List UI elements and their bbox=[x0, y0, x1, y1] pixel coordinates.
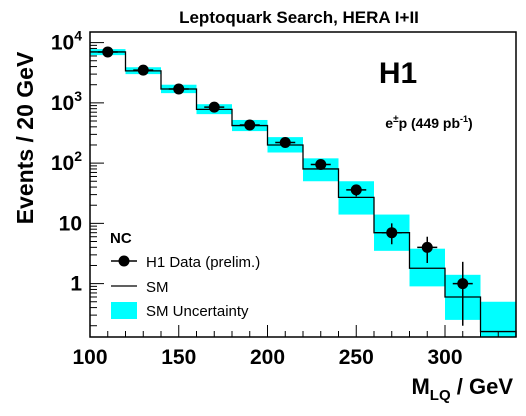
legend-header: NC bbox=[110, 230, 132, 247]
data-point bbox=[279, 136, 291, 148]
legend-label-sm-uncertainty: SM Uncertainty bbox=[146, 303, 249, 320]
x-axis-ticks: 100 150 200 250 300 bbox=[72, 325, 517, 369]
sm-histogram bbox=[90, 51, 517, 337]
legend-entry-data: H1 Data (prelim.) bbox=[111, 254, 260, 271]
data-point bbox=[173, 83, 185, 95]
x-tick-label: 200 bbox=[250, 346, 285, 369]
y-tick-label: 1 bbox=[70, 273, 82, 296]
x-tick-label: 300 bbox=[427, 346, 462, 369]
data-point bbox=[421, 241, 433, 253]
x-axis-label: MLQ / GeV bbox=[411, 374, 513, 404]
legend: NC H1 Data (prelim.) SM SM Uncertainty bbox=[110, 230, 260, 320]
process-label: e±p (449 pb-1) bbox=[385, 114, 472, 131]
experiment-label: H1 bbox=[379, 57, 417, 90]
data-point bbox=[457, 278, 469, 290]
data-point bbox=[137, 64, 149, 76]
y-tick-label: 102 bbox=[51, 148, 82, 175]
legend-entry-sm: SM bbox=[111, 279, 169, 296]
data-point bbox=[208, 101, 220, 113]
data-point bbox=[315, 158, 327, 170]
y-axis-label: Events / 20 GeV bbox=[12, 51, 38, 224]
sm-line bbox=[90, 51, 517, 337]
y-tick-label: 10 bbox=[59, 212, 82, 235]
data-point bbox=[350, 184, 362, 196]
y-tick-label: 104 bbox=[51, 28, 82, 55]
legend-label-sm: SM bbox=[146, 279, 169, 296]
x-tick-label: 250 bbox=[339, 346, 374, 369]
data-point bbox=[102, 46, 114, 58]
legend-entry-sm-uncertainty: SM Uncertainty bbox=[111, 302, 249, 320]
data-points bbox=[97, 46, 473, 326]
data-point bbox=[244, 119, 256, 131]
chart-title: Leptoquark Search, HERA I+II bbox=[179, 8, 419, 27]
x-tick-label: 150 bbox=[161, 346, 196, 369]
y-tick-label: 103 bbox=[51, 88, 82, 115]
legend-label-data: H1 Data (prelim.) bbox=[146, 254, 260, 271]
data-point bbox=[386, 227, 398, 239]
x-tick-label: 100 bbox=[72, 346, 107, 369]
